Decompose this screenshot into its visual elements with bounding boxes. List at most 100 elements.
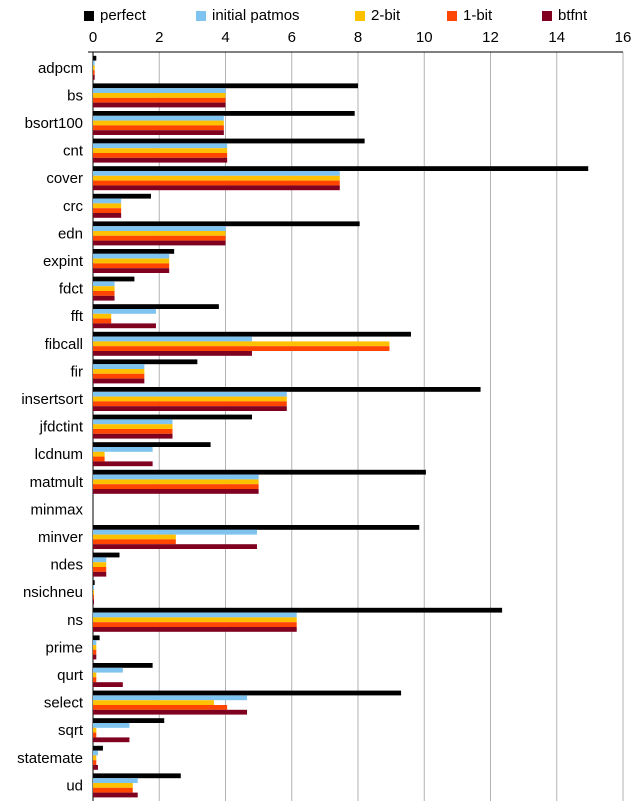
- bar-1-bit: [93, 594, 94, 600]
- bar-perfect: [93, 359, 198, 365]
- bar-1-bit: [93, 373, 145, 379]
- bar-btfnt: [93, 378, 145, 384]
- category-label: fft: [71, 308, 84, 325]
- x-tick-label: 4: [221, 29, 229, 46]
- category-labels: adpcm bs bsort100 cnt cover crc edn expint fdct f…: [17, 60, 84, 795]
- bar-1-bit: [93, 760, 97, 765]
- bar-perfect: [93, 690, 402, 696]
- bar-initial-patmos: [93, 667, 123, 673]
- bar-btfnt: [93, 792, 138, 798]
- bar-perfect: [93, 304, 219, 309]
- bar-2-bit: [93, 93, 226, 98]
- bar-2-bit: [93, 258, 170, 264]
- bar-2-bit: [93, 286, 115, 291]
- bar-1-bit: [93, 539, 176, 545]
- bar-1-bit: [93, 484, 259, 489]
- legend-swatch-1-bit: [447, 10, 457, 21]
- legend-label-perfect: perfect: [100, 7, 146, 24]
- category-label: fibcall: [45, 336, 83, 353]
- bar-btfnt: [93, 433, 173, 439]
- bar-1-bit: [93, 153, 228, 158]
- legend: perfect initial patmos 2-bit 1-bit btfnt: [0, 7, 631, 25]
- bar-initial-patmos: [93, 640, 97, 645]
- category-label: jfdctint: [39, 419, 84, 436]
- x-tick-label: 10: [416, 29, 433, 46]
- bar-perfect: [93, 663, 153, 668]
- bar-1-bit: [93, 235, 226, 241]
- bar-initial-patmos: [93, 557, 107, 563]
- category-label: matmult: [30, 474, 84, 491]
- bar-2-bit: [93, 231, 226, 236]
- category-label: statemate: [17, 750, 83, 767]
- x-tick-label: 12: [482, 29, 499, 46]
- bar-btfnt: [93, 682, 123, 687]
- bar-btfnt: [93, 240, 226, 246]
- bar-initial-patmos: [93, 226, 226, 231]
- bar-btfnt: [93, 627, 297, 632]
- bar-1-bit: [93, 732, 97, 738]
- x-tick-label: 8: [354, 29, 362, 46]
- bar-2-bit: [93, 65, 95, 71]
- bar-2-bit: [93, 341, 390, 347]
- bar-btfnt: [93, 461, 153, 467]
- bar-1-bit: [93, 677, 97, 683]
- bar-initial-patmos: [93, 419, 173, 425]
- legend-label-1-bit: 1-bit: [463, 7, 493, 24]
- bar-perfect: [93, 580, 95, 585]
- legend-swatch-perfect: [84, 10, 94, 21]
- bar-btfnt: [93, 737, 130, 743]
- bar-1-bit: [93, 291, 115, 296]
- bar-btfnt: [93, 406, 287, 411]
- legend-item-1-bit: 1-bit: [447, 7, 492, 24]
- legend-label-btfnt: btfnt: [558, 7, 588, 24]
- bar-btfnt: [93, 709, 248, 715]
- bar-2-bit: [93, 424, 173, 429]
- bar-initial-patmos: [93, 253, 170, 259]
- bar-2-bit: [93, 645, 97, 650]
- bar-initial-patmos: [93, 695, 248, 701]
- bar-2-bit: [93, 175, 340, 181]
- bar-perfect: [93, 635, 100, 641]
- bar-perfect: [93, 249, 175, 254]
- category-label: adpcm: [38, 60, 83, 77]
- bar-1-bit: [93, 97, 226, 103]
- bar-1-bit: [93, 263, 170, 269]
- bar-btfnt: [93, 268, 170, 273]
- category-label: lcdnum: [35, 446, 83, 463]
- category-label: qurt: [57, 667, 84, 684]
- category-label: select: [44, 695, 84, 712]
- bar-initial-patmos: [93, 585, 94, 590]
- bar-2-bit: [93, 369, 145, 374]
- bar-2-bit: [93, 589, 94, 595]
- bar-2-bit: [93, 755, 97, 761]
- bar-1-bit: [93, 649, 97, 655]
- category-label: ud: [66, 777, 83, 794]
- bar-2-bit: [93, 700, 214, 705]
- bar-2-bit: [93, 727, 97, 733]
- bar-2-bit: [93, 396, 287, 402]
- bar-initial-patmos: [93, 723, 130, 728]
- bar-2-bit: [93, 479, 259, 485]
- bar-btfnt: [93, 157, 228, 163]
- legend-item-2-bit: 2-bit: [355, 7, 400, 24]
- category-label: fir: [71, 363, 84, 380]
- bar-initial-patmos: [93, 529, 257, 535]
- bar-2-bit: [93, 203, 122, 209]
- category-label: ndes: [50, 557, 83, 574]
- bar-initial-patmos: [93, 143, 228, 149]
- bar-1-bit: [93, 125, 224, 131]
- bar-initial-patmos: [93, 198, 122, 204]
- category-label: expint: [43, 253, 84, 270]
- bar-1-bit: [93, 346, 390, 351]
- x-tick-label: 14: [548, 29, 565, 46]
- category-label: crc: [63, 198, 83, 215]
- x-tick-labels: 0 2 4 6 8 10 12 14 16: [89, 29, 631, 46]
- bar-btfnt: [93, 489, 259, 494]
- bar-btfnt: [93, 544, 257, 549]
- x-tick-label: 16: [615, 29, 631, 46]
- bar-btfnt: [93, 75, 95, 80]
- bar-initial-patmos: [93, 309, 156, 314]
- x-tick-label: 6: [288, 29, 296, 46]
- legend-label-2-bit: 2-bit: [371, 7, 401, 24]
- legend-swatch-2-bit: [355, 10, 365, 21]
